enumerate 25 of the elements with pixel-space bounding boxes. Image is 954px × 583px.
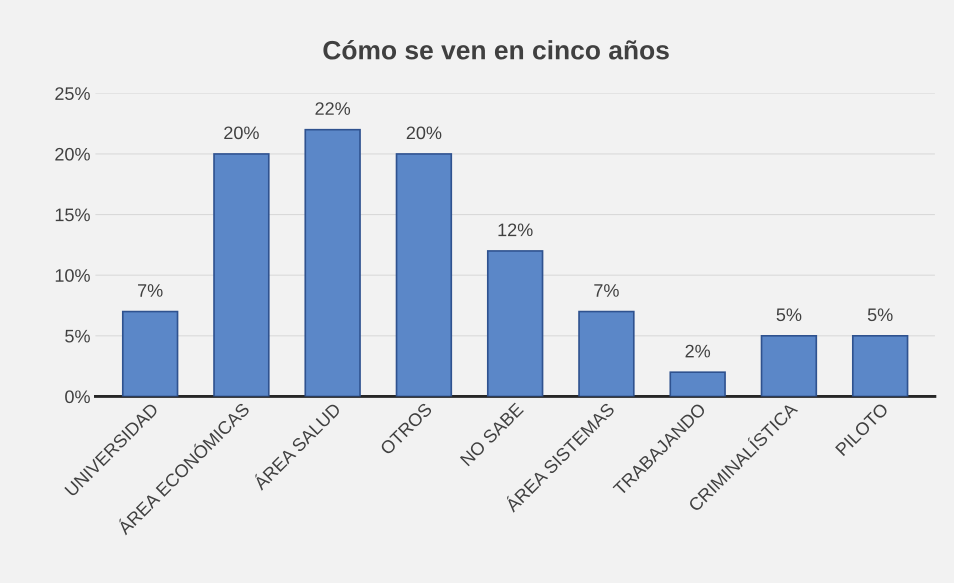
y-tick-label: 5% — [65, 330, 90, 343]
data-label: 7% — [594, 284, 619, 297]
data-label: 20% — [224, 126, 259, 140]
bar — [396, 153, 452, 396]
chart-title: Cómo se ven en cinco años — [323, 40, 669, 60]
data-label: 5% — [868, 308, 893, 322]
bar — [486, 250, 544, 396]
data-label: 12% — [498, 223, 533, 236]
data-label: 22% — [315, 102, 350, 115]
bar — [578, 310, 635, 396]
bar — [304, 128, 361, 396]
y-tick-label: 10% — [56, 269, 90, 282]
data-label: 20% — [406, 126, 442, 140]
data-label: 5% — [776, 308, 802, 322]
bar — [122, 310, 178, 396]
y-tick-label: 25% — [55, 87, 90, 100]
bar — [760, 334, 818, 396]
y-tick-label: 0% — [65, 390, 90, 404]
y-tick-label: 20% — [55, 148, 90, 161]
y-tick-label: 15% — [56, 208, 90, 222]
data-label: 2% — [686, 344, 710, 358]
data-label: 7% — [138, 284, 163, 297]
bar — [213, 153, 270, 396]
bar — [669, 371, 726, 396]
bar — [852, 334, 908, 396]
